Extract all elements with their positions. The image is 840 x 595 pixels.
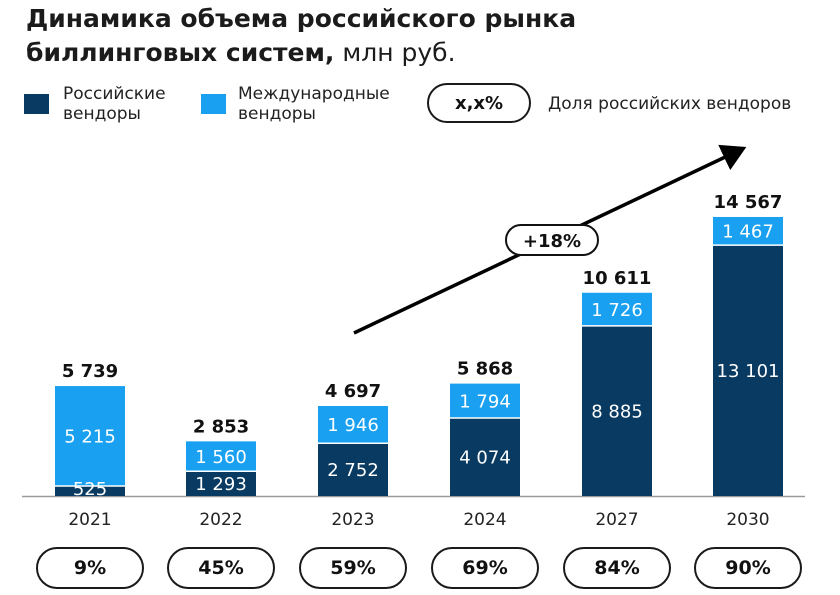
label-russian-2027: 8 885 — [591, 401, 643, 422]
bar-russian-2030 — [713, 245, 783, 496]
legend-share-pill: x,x% — [427, 83, 531, 123]
share-pill-2030: 90% — [694, 547, 802, 589]
legend-share-label: Доля российских вендоров — [548, 94, 792, 114]
share-pill-2027: 84% — [563, 547, 671, 589]
bar-international-2021 — [55, 386, 125, 486]
chart-title-line2: биллинговых систем, — [26, 38, 335, 67]
label-international-2021: 5 215 — [64, 427, 116, 448]
share-pill-2023: 59% — [299, 547, 407, 589]
share-pill-2024: 69% — [431, 547, 539, 589]
bar-international-2023 — [318, 406, 388, 444]
label-russian-2021: 525 — [73, 479, 107, 500]
bar-international-2030 — [713, 216, 783, 246]
legend-russian: Российские вендоры — [63, 84, 166, 124]
label-international-2022: 1 560 — [195, 447, 247, 468]
bar-international-2022 — [186, 441, 256, 472]
label-international-2023: 1 946 — [327, 415, 379, 436]
year-label-2027: 2027 — [595, 510, 638, 530]
total-label-2023: 4 697 — [325, 381, 381, 402]
year-label-2023: 2023 — [331, 510, 374, 530]
legend-russian-line2: вендоры — [63, 104, 141, 124]
label-international-2030: 1 467 — [722, 222, 774, 243]
total-label-2024: 5 868 — [457, 359, 513, 380]
legend-international-line1: Международные — [238, 84, 390, 104]
legend-international: Международные вендоры — [238, 84, 390, 124]
total-label-2022: 2 853 — [193, 416, 249, 437]
total-label-2027: 10 611 — [583, 268, 652, 289]
growth-pill — [505, 224, 599, 256]
label-russian-2030: 13 101 — [717, 361, 780, 382]
year-label-2022: 2022 — [199, 510, 242, 530]
bar-russian-2027 — [582, 325, 652, 496]
legend-swatch-international — [201, 94, 226, 114]
bar-russian-2024 — [450, 417, 520, 496]
label-russian-2022: 1 293 — [195, 474, 247, 495]
share-pill-2022: 45% — [167, 547, 275, 589]
legend-swatch-russian — [24, 94, 49, 114]
share-pill-2021: 9% — [36, 547, 144, 589]
total-label-2030: 14 567 — [714, 192, 783, 213]
bar-russian-2021 — [55, 485, 125, 496]
label-international-2027: 1 726 — [591, 300, 643, 321]
year-label-2030: 2030 — [726, 510, 769, 530]
bar-russian-2022 — [186, 471, 256, 496]
year-label-2024: 2024 — [463, 510, 506, 530]
bar-russian-2023 — [318, 443, 388, 496]
total-label-2021: 5 739 — [62, 361, 118, 382]
chart-title: Динамика объема российского рынка биллин… — [26, 2, 576, 70]
label-international-2024: 1 794 — [459, 391, 511, 412]
chart-title-line1: Динамика объема российского рынка — [26, 4, 577, 33]
growth-label: +18% — [523, 231, 581, 252]
bar-international-2024 — [450, 383, 520, 418]
label-russian-2023: 2 752 — [327, 460, 379, 481]
bar-international-2027 — [582, 292, 652, 326]
legend-russian-line1: Российские — [63, 84, 166, 104]
legend-international-line2: вендоры — [238, 104, 316, 124]
chart-title-unit: млн руб. — [334, 38, 456, 67]
label-russian-2024: 4 074 — [459, 447, 511, 468]
year-label-2021: 2021 — [68, 510, 111, 530]
